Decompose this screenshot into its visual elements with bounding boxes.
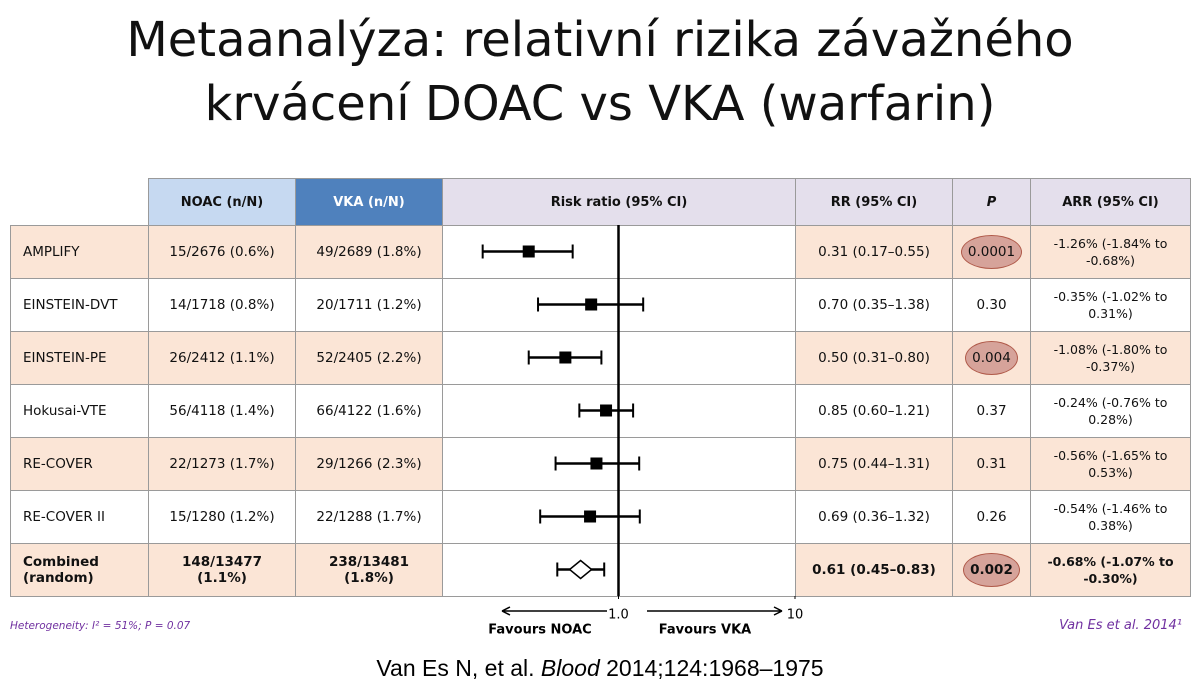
x-tick-label: 10: [787, 608, 804, 623]
arr-cell: -0.54% (-1.46% to 0.38%): [1030, 490, 1191, 544]
arr-cell: -1.26% (-1.84% to -0.68%): [1030, 225, 1191, 279]
arr-cell: -0.68% (-1.07% to -0.30%): [1030, 543, 1191, 597]
p-value: 0.002: [963, 553, 1020, 587]
rr-cell: 0.31 (0.17–0.55): [795, 225, 953, 279]
arr-cell: -0.24% (-0.76% to 0.28%): [1030, 384, 1191, 438]
p-value: 0.0001: [960, 235, 1023, 269]
p-cell: 0.30: [952, 278, 1031, 332]
table-row: Combined (random) 148/13477 (1.1%) 238/134…: [10, 543, 1191, 597]
arr-cell: -0.56% (-1.65% to 0.53%): [1030, 437, 1191, 491]
rr-cell: 0.61 (0.45–0.83): [795, 543, 953, 597]
point-estimate: [559, 351, 572, 364]
table-row: Hokusai-VTE 56/4118 (1.4%) 66/4122 (1.6%) 0…: [10, 384, 1191, 438]
noac-cell: 15/2676 (0.6%): [148, 225, 296, 279]
noac-cell: 56/4118 (1.4%): [148, 384, 296, 438]
study-cell: Hokusai-VTE: [10, 384, 149, 438]
noac-cell: 22/1273 (1.7%): [148, 437, 296, 491]
p-value: 0.26: [976, 509, 1007, 525]
p-cell: 0.0001: [952, 225, 1031, 279]
p-cell: 0.37: [952, 384, 1031, 438]
title-line: Metaanalýza: relativní rizika závažného: [126, 12, 1074, 68]
p-cell: 0.004: [952, 331, 1031, 385]
vka-cell: 20/1711 (1.2%): [295, 278, 443, 332]
study-cell: RE-COVER II: [10, 490, 149, 544]
favours-arrows: [501, 606, 783, 616]
study-cell: Combined (random): [10, 543, 149, 597]
study-cell: EINSTEIN-DVT: [10, 278, 149, 332]
title-line: krvácení DOAC vs VKA (warfarin): [204, 76, 996, 132]
p-value: 0.37: [976, 403, 1007, 419]
citation: Van Es N, et al. Blood 2014;124:1968–197…: [0, 655, 1200, 682]
rr-cell: 0.75 (0.44–1.31): [795, 437, 953, 491]
p-value: 0.31: [976, 456, 1007, 472]
vka-cell: 22/1288 (1.7%): [295, 490, 443, 544]
slide-title: Metaanalýza: relativní rizika závažného …: [0, 8, 1200, 136]
point-estimate: [600, 404, 613, 417]
header-cell: [10, 178, 149, 226]
p-value: 0.30: [976, 297, 1007, 313]
point-estimate: [522, 245, 535, 258]
vka-cell: 238/13481 (1.8%): [295, 543, 443, 597]
citation-text: 2014;124:1968–1975: [606, 655, 824, 681]
rr-cell: 0.50 (0.31–0.80): [795, 331, 953, 385]
noac-cell: 15/1280 (1.2%): [148, 490, 296, 544]
study-cell: EINSTEIN-PE: [10, 331, 149, 385]
rr-cell: 0.85 (0.60–1.21): [795, 384, 953, 438]
arr-cell: -0.35% (-1.02% to 0.31%): [1030, 278, 1191, 332]
noac-cell: 14/1718 (0.8%): [148, 278, 296, 332]
vka-cell: 29/1266 (2.3%): [295, 437, 443, 491]
header-cell: ARR (95% CI): [1030, 178, 1191, 226]
header-cell: VKA (n/N): [295, 178, 443, 226]
noac-cell: 26/2412 (1.1%): [148, 331, 296, 385]
vka-cell: 52/2405 (2.2%): [295, 331, 443, 385]
header-cell: P: [952, 178, 1031, 226]
source-tag: Van Es et al. 2014¹: [1059, 618, 1182, 633]
arr-cell: -1.08% (-1.80% to -0.37%): [1030, 331, 1191, 385]
favours-label: Favours VKA: [659, 623, 751, 638]
x-tick-label: 1.0: [608, 608, 629, 623]
p-cell: 0.002: [952, 543, 1031, 597]
header-cell: RR (95% CI): [795, 178, 953, 226]
vka-cell: 49/2689 (1.8%): [295, 225, 443, 279]
citation-journal: Blood: [540, 655, 600, 681]
study-cell: RE-COVER: [10, 437, 149, 491]
p-cell: 0.26: [952, 490, 1031, 544]
table-row: EINSTEIN-DVT 14/1718 (0.8%) 20/1711 (1.2%)…: [10, 278, 1191, 332]
header-cell: Risk ratio (95% CI): [442, 178, 796, 226]
p-cell: 0.31: [952, 437, 1031, 491]
rr-cell: 0.69 (0.36–1.32): [795, 490, 953, 544]
p-value: 0.004: [965, 341, 1018, 375]
table-row: RE-COVER 22/1273 (1.7%) 29/1266 (2.3%) 0.75…: [10, 437, 1191, 491]
heterogeneity-note: Heterogeneity: I² = 51%; P = 0.07: [10, 620, 191, 632]
point-estimate: [585, 298, 598, 311]
point-estimate: [584, 510, 597, 523]
header-row: NOAC (n/N) VKA (n/N) Risk ratio (95% CI) RR…: [10, 178, 1191, 226]
header-cell: NOAC (n/N): [148, 178, 296, 226]
point-estimate: [590, 457, 603, 470]
vka-cell: 66/4122 (1.6%): [295, 384, 443, 438]
rr-cell: 0.70 (0.35–1.38): [795, 278, 953, 332]
citation-text: Van Es N, et al.: [376, 655, 535, 681]
pooled-diamond: [568, 559, 593, 580]
noac-cell: 148/13477 (1.1%): [148, 543, 296, 597]
favours-label: Favours NOAC: [488, 623, 591, 638]
study-cell: AMPLIFY: [10, 225, 149, 279]
forest-plot: Favours NOAC Favours VKA 0.11.010: [452, 225, 804, 638]
